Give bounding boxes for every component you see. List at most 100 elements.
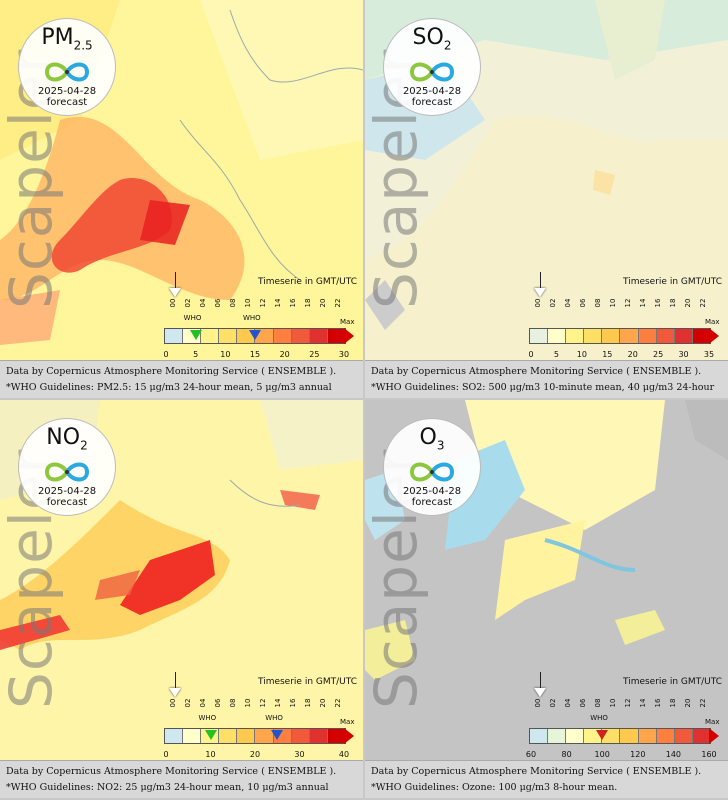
timeline-tick: 14 (274, 698, 282, 708)
who-marker-icon (204, 730, 217, 740)
timeline-tick: 22 (699, 698, 707, 708)
scale-value: 25 (309, 350, 320, 359)
timeline-tick: 14 (639, 698, 647, 708)
scale-value: 20 (627, 350, 638, 359)
current-time-arrow-icon[interactable] (169, 688, 181, 697)
color-scale-segment (638, 729, 657, 743)
scale-value: 25 (653, 350, 664, 359)
scapeler-watermark: Scapeler (365, 448, 430, 709)
current-time-line (540, 272, 541, 290)
scale-values: 0 5 10 15 20 25 30 (162, 350, 352, 360)
pollutant-badge: NO2 2025-04-28 forecast (18, 418, 116, 516)
scale-value: 0 (528, 350, 534, 359)
scale-value: 15 (602, 350, 613, 359)
max-arrow-icon (709, 328, 719, 344)
timeline-tick: 22 (334, 698, 342, 708)
scale-values: 0 10 20 30 40 (162, 750, 352, 760)
timeline-tick: 06 (214, 298, 222, 308)
scapeler-watermark: Scapeler (0, 448, 65, 709)
pollutant-label: O3 (384, 426, 480, 457)
forecast-label: forecast (46, 97, 88, 109)
panel-no2: Scapeler NO2 2025-04-28 forecast Timeserie i… (0, 400, 363, 798)
color-scale-segment (273, 329, 292, 343)
who-marker-icon (189, 330, 202, 340)
scale-value: 80 (561, 750, 572, 759)
pm25-map (0, 0, 363, 360)
timeline-tick: 00 (534, 698, 542, 708)
pollutant-subscript: 3 (436, 438, 445, 453)
timeline-ticks: 00 02 04 06 08 10 12 14 16 18 20 22 (527, 299, 717, 321)
current-time-arrow-icon[interactable] (534, 288, 546, 297)
color-scale-segment (584, 329, 603, 343)
timeline-tick: 10 (609, 298, 617, 308)
caption-source: Data by Copernicus Atmosphere Monitoring… (6, 366, 337, 377)
timeline-tick: 18 (304, 298, 312, 308)
timeline-ticks: 00 02 04 06 08 10 12 14 16 18 20 22 (527, 699, 717, 721)
color-scale-segment (674, 729, 693, 743)
timeline-tick: 12 (259, 698, 267, 708)
max-label: Max (340, 718, 355, 726)
who-label: WHO (265, 714, 283, 722)
scale-value: 10 (576, 350, 587, 359)
color-scale: Max 0 5 10 15 20 25 30 WHO WHO (162, 314, 354, 359)
timeline-ticks: 00 02 04 06 08 10 12 14 16 18 20 22 (162, 699, 352, 721)
panel-pm25: Scapeler PM2.5 2025-04-28 forecast Timeserie… (0, 0, 363, 398)
timeline-tick: 18 (304, 698, 312, 708)
caption-source: Data by Copernicus Atmosphere Monitoring… (6, 766, 337, 777)
color-scale-segment (327, 729, 345, 743)
color-scale-segment (201, 329, 220, 343)
pollutant-subscript: 2 (443, 38, 452, 53)
current-time-arrow-icon[interactable] (534, 688, 546, 697)
timeline-tick: 20 (684, 298, 692, 308)
timeline-tick: 08 (594, 698, 602, 708)
timeline-tick: 04 (199, 698, 207, 708)
forecast-date: 2025-04-28 (402, 86, 462, 98)
scale-value: 30 (294, 750, 305, 759)
current-time-line (175, 272, 176, 290)
scale-value: 100 (594, 750, 610, 759)
caption-who-guidelines: *WHO Guidelines: PM2.5: 15 μg/m3 24-hour… (6, 382, 332, 393)
scale-value: 20 (249, 750, 261, 759)
timeline-tick: 18 (669, 698, 677, 708)
scale-value: 10 (220, 350, 231, 359)
color-scale-segment (548, 729, 567, 743)
max-label: Max (705, 318, 720, 326)
scale-value: 0 (163, 350, 169, 359)
color-scale-segment (692, 329, 710, 343)
timeline-tick: 16 (289, 698, 297, 708)
color-scale-bar (529, 728, 711, 744)
pollutant-name: SO (412, 25, 444, 50)
caption-who-guidelines: *WHO Guidelines: Ozone: 100 μg/m3 8-hour… (371, 782, 618, 793)
who-label: WHO (198, 714, 217, 722)
panel-o3: Scapeler O3 2025-04-28 forecast Timeserie in… (365, 400, 728, 798)
pollutant-badge: SO2 2025-04-28 forecast (383, 18, 481, 116)
caption-who-guidelines: *WHO Guidelines: NO2: 25 μg/m3 24-hour m… (6, 782, 329, 793)
who-marker-icon (249, 330, 261, 340)
who-marker-icon (596, 730, 609, 740)
timeline-tick: 04 (564, 698, 572, 708)
panel-so2: Scapeler SO2 2025-04-28 forecast Timeserie i… (365, 0, 728, 398)
current-time-arrow-icon[interactable] (169, 288, 181, 297)
timeline-tick: 22 (699, 298, 707, 308)
timeline-tick: 14 (274, 298, 282, 308)
color-scale-segment (530, 329, 549, 343)
timeline-tick: 06 (579, 298, 587, 308)
timeline-tick: 16 (654, 298, 662, 308)
infinity-logo-icon (44, 62, 90, 82)
scale-values: 0 5 10 15 20 25 30 35 (527, 350, 717, 360)
data-caption: Data by Copernicus Atmosphere Monitoring… (365, 360, 728, 398)
who-label: WHO (243, 314, 261, 322)
data-caption: Data by Copernicus Atmosphere Monitoring… (0, 360, 363, 398)
data-caption: Data by Copernicus Atmosphere Monitoring… (365, 760, 728, 798)
timeline-tick: 04 (564, 298, 572, 308)
scale-value: 35 (703, 350, 715, 359)
scapeler-watermark: Scapeler (0, 48, 65, 309)
pollutant-label: PM2.5 (19, 26, 115, 57)
timeline-tick: 02 (184, 698, 192, 708)
timeline-tick: 08 (229, 298, 237, 308)
timeline-tick: 12 (624, 298, 632, 308)
color-scale-segment (183, 729, 202, 743)
who-label: WHO (590, 714, 608, 722)
timeline-tick: 02 (549, 298, 557, 308)
